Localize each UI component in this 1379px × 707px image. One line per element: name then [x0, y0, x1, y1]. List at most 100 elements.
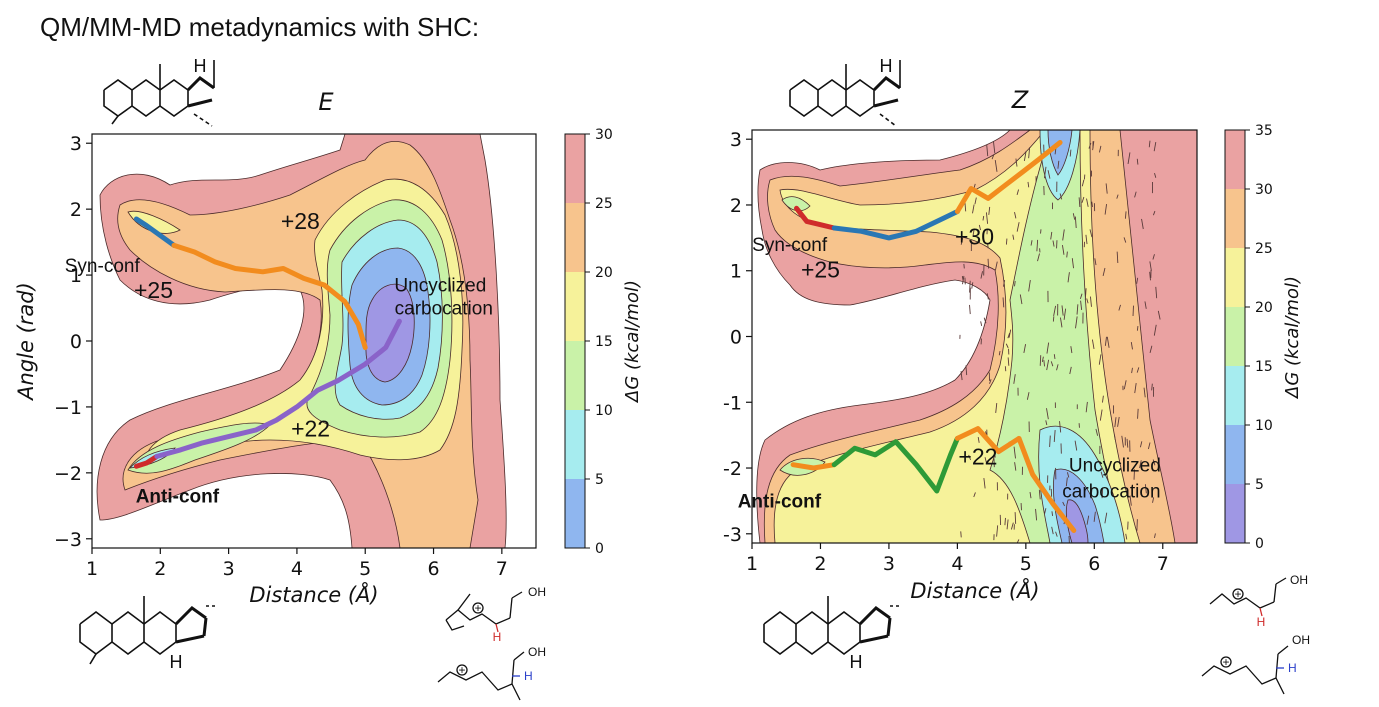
contour-speckle	[1044, 508, 1047, 514]
molecule-bottom-middle	[763, 596, 902, 655]
y-tick-label: 0	[70, 331, 82, 353]
contour-speckle	[995, 402, 998, 413]
contour-speckle	[1081, 196, 1085, 203]
colorbar-band	[565, 134, 585, 203]
x-tick-label: 1	[746, 553, 758, 575]
contour-speckle	[1105, 183, 1108, 194]
trajectory-orange	[954, 140, 1063, 214]
contour-speckle	[1007, 357, 1010, 366]
contour-speckle	[1134, 191, 1137, 198]
contour-speckle	[1065, 477, 1068, 487]
contour-speckle	[1153, 141, 1157, 152]
h-red-label: H	[1257, 615, 1266, 629]
colorbar-tick-label: 25	[1255, 241, 1273, 257]
contour-speckle	[1014, 462, 1017, 471]
contour-speckle	[1134, 383, 1137, 394]
x-axis-label-z: Distance (Å)	[910, 577, 1039, 603]
contour-speckle	[968, 454, 972, 461]
contour-speckle	[1104, 204, 1108, 215]
contour-speckle	[1102, 267, 1106, 277]
contour-speckle	[1071, 258, 1074, 269]
contour-speckle	[1136, 367, 1140, 373]
y-tick-label: 3	[70, 133, 82, 155]
contour-speckle	[972, 228, 975, 237]
contour-speckle	[987, 243, 989, 249]
contour-speckle	[1069, 366, 1072, 375]
contour-speckle	[1129, 495, 1132, 506]
contour-speckle	[1002, 297, 1005, 308]
oh-label: OH	[1292, 633, 1310, 647]
contour-speckle	[1148, 140, 1151, 148]
contour-speckle	[1061, 305, 1064, 316]
contour-speckle	[1141, 218, 1144, 230]
contour-speckle	[1028, 147, 1031, 159]
contour-speckle	[1095, 428, 1099, 436]
colorbar-tick-label: 20	[1255, 300, 1273, 316]
carbocation-structure-3	[1209, 577, 1287, 617]
contour-speckle	[1093, 511, 1096, 522]
contour-speckle	[1127, 152, 1131, 165]
contour-speckle	[1136, 158, 1139, 165]
contour-speckle	[1019, 294, 1023, 305]
contour-speckle	[971, 282, 974, 289]
contour-speckle	[1089, 229, 1093, 238]
contour-speckle	[1152, 497, 1155, 503]
colorbar-label-z: ΔG (kcal/mol)	[1282, 276, 1303, 400]
contour-speckle	[978, 224, 981, 231]
contour-speckle	[1043, 360, 1045, 367]
contour-speckle	[962, 275, 965, 285]
contour-speckle	[1123, 380, 1127, 390]
contour-speckle	[1123, 237, 1127, 243]
contour-speckle	[1016, 222, 1020, 232]
contour-speckle	[1094, 258, 1097, 266]
contour-speckle	[1099, 409, 1103, 421]
contour-speckle	[1053, 430, 1056, 442]
contour-speckle	[1005, 343, 1009, 349]
contour-speckle	[1139, 441, 1143, 448]
contour-well-syn-z	[781, 196, 811, 212]
colorbar-tick-label: 5	[1255, 477, 1264, 493]
contour-speckle	[1104, 336, 1107, 346]
x-tick-label: 6	[427, 558, 439, 580]
contour-speckle	[1013, 446, 1016, 459]
annotations-z: Syn-conf+25 +30 +22 Uncyclized carbocation An…	[738, 223, 1161, 512]
contour-speckle	[1151, 383, 1153, 391]
contour-well-syn-e	[127, 210, 181, 234]
molecule-h-label: H	[194, 56, 207, 76]
contour-speckle	[1098, 145, 1102, 153]
contour-speckle	[1114, 417, 1117, 428]
contour-speckle	[1070, 346, 1073, 354]
contour-speckle	[1144, 484, 1147, 494]
oh-label: OH	[1290, 573, 1308, 587]
trajectory-paths-z	[790, 140, 1077, 533]
contour-speckle	[1046, 359, 1050, 371]
y-tick-label: 3	[730, 129, 742, 151]
trajectory-orange2	[790, 462, 837, 471]
contour-speckle	[1157, 310, 1161, 320]
y-axis-label-e: Angle (rad)	[14, 282, 38, 402]
molecule-bottom-left	[79, 596, 218, 665]
contour-speckle	[1059, 193, 1063, 200]
plus-label: +	[1222, 655, 1229, 669]
contour-speckle	[1102, 395, 1104, 403]
colorbar-band	[565, 479, 585, 548]
x-tick-label: 5	[1020, 553, 1032, 575]
y-tick-label: 1	[70, 265, 82, 287]
contour-speckle	[1113, 434, 1116, 440]
carbocation-structure-2	[437, 651, 525, 701]
y-tick-label: 1	[730, 261, 742, 283]
colorbar-band	[1225, 366, 1245, 425]
contour-speckle	[1139, 460, 1142, 469]
contour-speckle	[1125, 533, 1128, 540]
contour-speckle	[1143, 387, 1146, 398]
contour-speckle	[1026, 392, 1030, 400]
trajectory-paths-e	[133, 216, 402, 469]
contour-speckle	[1053, 305, 1057, 317]
contour-speckle	[1045, 420, 1048, 426]
annotation-label: Anti-conf	[136, 487, 220, 508]
contour-speckle	[1037, 253, 1040, 262]
contour-speckle	[1027, 181, 1030, 188]
contour-speckle	[1028, 279, 1031, 292]
colorbar-tick-label: 25	[595, 196, 613, 212]
